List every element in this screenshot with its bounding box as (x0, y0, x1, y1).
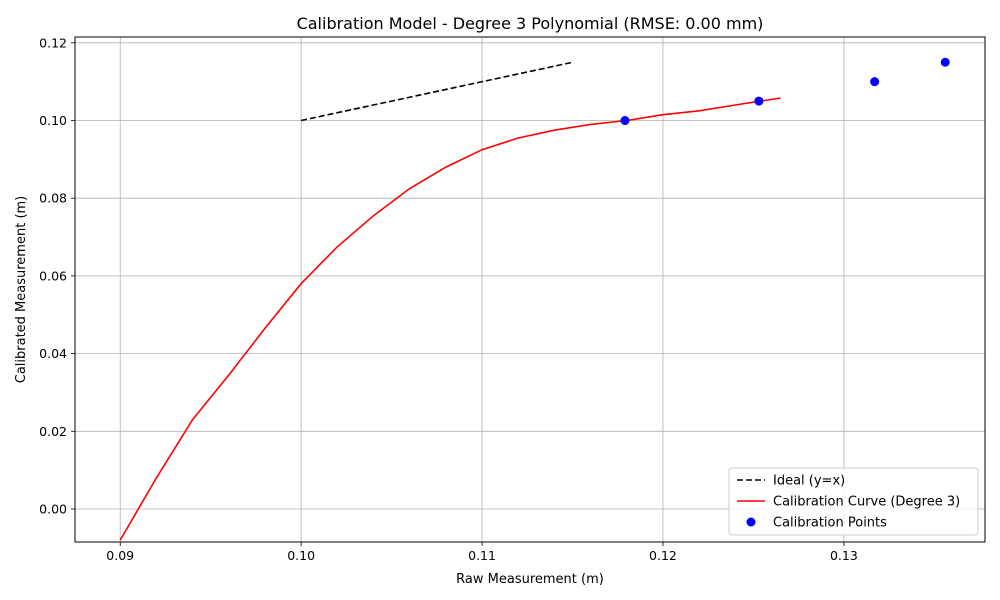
series-line-1 (119, 97, 781, 541)
legend-label: Calibration Points (773, 516, 887, 531)
grid (75, 37, 985, 542)
calibration-point (620, 116, 630, 126)
y-tick-label: 0.02 (39, 424, 67, 439)
calibration-point (754, 96, 764, 106)
legend-swatch (746, 517, 756, 527)
legend-box (728, 467, 979, 536)
y-tick-label: 0.10 (39, 113, 67, 128)
series-line-0 (300, 61, 573, 122)
y-tick-label: 0.00 (39, 501, 67, 516)
legend-label: Ideal (y=x) (773, 474, 845, 489)
y-tick-label: 0.04 (39, 346, 67, 361)
y-tick-label: 0.08 (39, 191, 67, 206)
y-tick-label: 0.06 (39, 268, 67, 283)
y-axis-label: Calibrated Measurement (m) (14, 196, 29, 384)
legend-label: Calibration Curve (Degree 3) (773, 495, 960, 510)
x-tick-label: 0.10 (287, 548, 315, 563)
x-tick-label: 0.12 (649, 548, 677, 563)
x-tick-label: 0.13 (830, 548, 858, 563)
x-tick-label: 0.11 (468, 548, 496, 563)
x-axis-label: Raw Measurement (m) (456, 572, 604, 587)
chart-title: Calibration Model - Degree 3 Polynomial … (297, 14, 764, 33)
legend: Ideal (y=x) Calibration Curve (Degree 3) C… (728, 467, 979, 536)
calibration-point (940, 57, 950, 67)
y-axis: 0.00 0.02 0.04 0.06 0.08 0.10 0.12 (39, 35, 75, 516)
calibration-point (870, 77, 880, 87)
y-tick-label: 0.12 (39, 35, 67, 50)
x-axis: 0.09 0.10 0.11 0.12 0.13 (106, 542, 858, 563)
axes-frame (74, 36, 986, 543)
x-tick-label: 0.09 (106, 548, 134, 563)
plot-area (119, 57, 950, 541)
